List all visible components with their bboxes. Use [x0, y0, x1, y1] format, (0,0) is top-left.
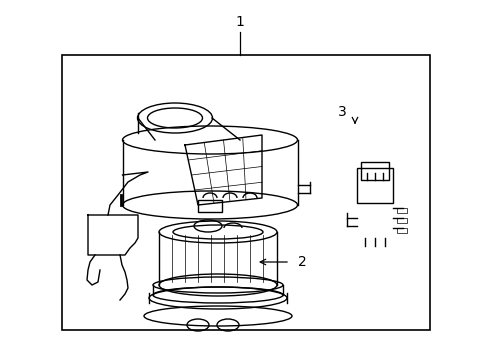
- Bar: [396, 228, 406, 233]
- Bar: [356, 168, 392, 203]
- Text: 2: 2: [297, 255, 306, 269]
- Bar: [360, 162, 388, 180]
- Bar: [396, 208, 406, 213]
- Bar: [198, 200, 222, 212]
- Text: 1: 1: [235, 15, 244, 29]
- Bar: [396, 218, 406, 223]
- Bar: [62, 55, 429, 330]
- Text: 3: 3: [337, 105, 346, 119]
